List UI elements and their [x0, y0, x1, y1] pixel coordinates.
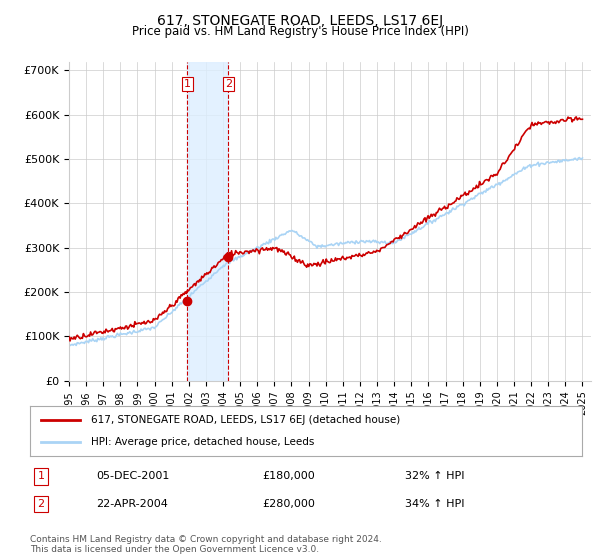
Text: 617, STONEGATE ROAD, LEEDS, LS17 6EJ: 617, STONEGATE ROAD, LEEDS, LS17 6EJ: [157, 14, 443, 28]
Text: 05-DEC-2001: 05-DEC-2001: [96, 471, 170, 481]
Text: £280,000: £280,000: [262, 499, 315, 509]
Text: 32% ↑ HPI: 32% ↑ HPI: [406, 471, 465, 481]
Text: HPI: Average price, detached house, Leeds: HPI: Average price, detached house, Leed…: [91, 437, 314, 447]
Text: 2: 2: [225, 79, 232, 89]
Text: 617, STONEGATE ROAD, LEEDS, LS17 6EJ (detached house): 617, STONEGATE ROAD, LEEDS, LS17 6EJ (de…: [91, 415, 400, 425]
Text: 1: 1: [184, 79, 191, 89]
Bar: [187, 62, 229, 381]
Text: 22-APR-2004: 22-APR-2004: [96, 499, 168, 509]
Text: 2: 2: [37, 499, 44, 509]
Text: 34% ↑ HPI: 34% ↑ HPI: [406, 499, 465, 509]
Text: £180,000: £180,000: [262, 471, 314, 481]
Text: Price paid vs. HM Land Registry's House Price Index (HPI): Price paid vs. HM Land Registry's House …: [131, 25, 469, 38]
Text: Contains HM Land Registry data © Crown copyright and database right 2024.
This d: Contains HM Land Registry data © Crown c…: [30, 535, 382, 554]
Text: 1: 1: [38, 471, 44, 481]
